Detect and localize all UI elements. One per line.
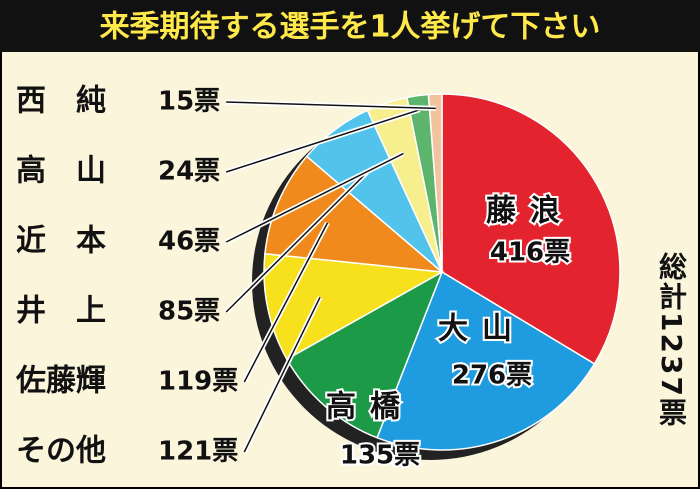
legend-name: 西純 bbox=[16, 84, 136, 119]
chart-title: 来季期待する選手を1人挙げて下さい bbox=[100, 10, 601, 45]
leader-line bbox=[225, 152, 404, 243]
slice-name: 藤浪 bbox=[486, 194, 574, 229]
leader-line bbox=[225, 172, 368, 313]
value-label: 416票 bbox=[490, 238, 570, 268]
leader-line bbox=[226, 101, 436, 110]
value-label: 85票 bbox=[158, 297, 220, 327]
value-label: 119票 bbox=[158, 367, 238, 397]
title-bar bbox=[0, 0, 700, 52]
value-label: 121票 bbox=[158, 437, 238, 467]
slice-name: 大山 bbox=[438, 312, 526, 347]
pie-slice bbox=[441, 93, 621, 365]
value-label: 15票 bbox=[158, 87, 220, 117]
slice-name: 高橋 bbox=[326, 390, 414, 425]
pie-slice bbox=[264, 155, 445, 273]
leader-line bbox=[243, 222, 329, 383]
legend-name: 佐藤輝 bbox=[15, 364, 106, 399]
leader-line bbox=[225, 109, 420, 173]
pie-slice bbox=[263, 252, 445, 361]
leader-line bbox=[243, 296, 321, 453]
legend-name: 井上 bbox=[16, 294, 136, 329]
legend-name: 高山 bbox=[16, 154, 136, 189]
value-label: 135票 bbox=[340, 441, 420, 471]
pie-slice bbox=[376, 270, 596, 451]
pie-slice bbox=[427, 93, 443, 273]
legend-name: その他 bbox=[16, 434, 106, 469]
total-label: 総計1237票 bbox=[655, 251, 688, 428]
value-label: 276票 bbox=[452, 361, 532, 391]
value-label: 46票 bbox=[158, 227, 220, 257]
value-label: 24票 bbox=[158, 157, 220, 187]
legend-name: 近本 bbox=[16, 224, 136, 259]
